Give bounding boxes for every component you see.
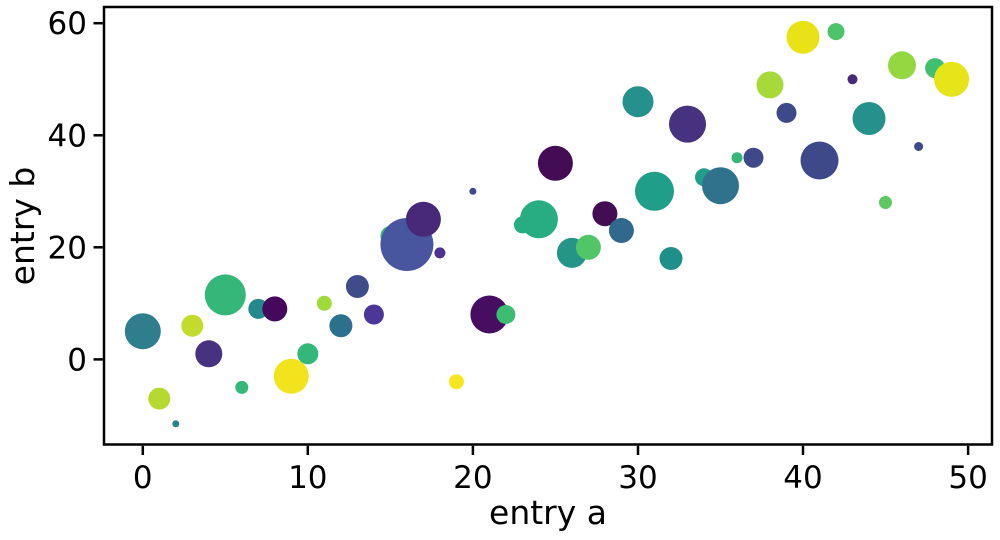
scatter-point <box>669 105 706 143</box>
scatter-point <box>434 247 446 259</box>
scatter-point <box>181 314 204 337</box>
scatter-point <box>635 171 674 211</box>
scatter-point <box>363 304 384 325</box>
scatter-point <box>405 201 441 237</box>
scatter-point <box>248 298 269 319</box>
scatter-point <box>124 313 161 350</box>
x-tick-label: 30 <box>618 460 657 496</box>
x-tick-label: 40 <box>783 460 822 496</box>
scatter-point <box>756 71 784 99</box>
scatter-point <box>879 196 892 209</box>
scatter-point <box>496 305 516 324</box>
scatter-point <box>852 102 886 135</box>
x-tick-label: 50 <box>948 460 987 496</box>
scatter-point <box>776 102 797 123</box>
scatter-point <box>469 187 477 195</box>
y-axis-ticks: 0 20 40 60 <box>48 6 103 378</box>
x-tick-label: 0 <box>133 460 153 496</box>
scatter-point <box>702 167 739 205</box>
points-layer <box>124 20 970 428</box>
scatter-point <box>273 358 309 394</box>
scatter-point <box>262 296 288 322</box>
y-axis-label: entry b <box>3 167 42 286</box>
plot-area <box>102 5 994 446</box>
scatter-point <box>204 274 246 316</box>
scatter-point <box>731 152 743 164</box>
scatter-point <box>934 61 970 97</box>
scatter-point <box>592 201 618 227</box>
scatter-point <box>800 141 839 180</box>
scatter-point <box>743 147 764 168</box>
scatter-point <box>537 145 573 181</box>
scatter-point <box>786 20 820 54</box>
scatter-point <box>195 340 223 368</box>
scatter-point <box>297 343 319 365</box>
y-tick-label: 40 <box>48 118 87 154</box>
x-tick-label: 10 <box>288 460 327 496</box>
scatter-point <box>608 218 634 243</box>
scatter-point <box>575 234 601 260</box>
y-tick-label: 60 <box>48 6 87 42</box>
scatter-point <box>448 374 464 390</box>
scatter-point <box>329 314 353 338</box>
scatter-point <box>827 23 845 41</box>
scatter-point <box>847 74 858 85</box>
scatter-point <box>659 247 683 270</box>
scatter-point <box>914 142 924 151</box>
scatter-point <box>888 51 916 80</box>
scatter-point <box>235 380 249 394</box>
y-tick-label: 20 <box>48 230 87 266</box>
scatter-point <box>345 275 369 298</box>
scatter-point <box>148 387 171 410</box>
x-axis-ticks: 0 10 20 30 40 50 <box>133 445 988 496</box>
scatter-point <box>622 86 654 118</box>
y-tick-label: 0 <box>67 342 87 378</box>
x-tick-label: 20 <box>453 460 492 496</box>
scatter-point <box>519 200 558 239</box>
scatter-point <box>172 420 180 428</box>
x-axis-label: entry a <box>489 493 607 532</box>
scatter-point <box>316 295 332 311</box>
scatter-point <box>470 295 509 334</box>
